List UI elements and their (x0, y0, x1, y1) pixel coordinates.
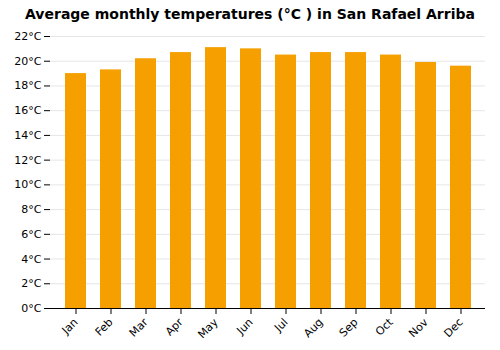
svg-text:10°C: 10°C (14, 178, 41, 191)
svg-text:2°C: 2°C (21, 277, 41, 290)
svg-text:14°C: 14°C (14, 129, 41, 142)
svg-text:Oct: Oct (373, 315, 396, 338)
svg-text:12°C: 12°C (14, 154, 41, 167)
svg-text:20°C: 20°C (14, 55, 41, 68)
html-text:Average monthly temperatures (: Average monthly temperatures (°C ) in Sa… (25, 6, 475, 22)
svg-text:Nov: Nov (406, 315, 431, 340)
svg-text:Mar: Mar (127, 315, 151, 339)
svg-text:Feb: Feb (93, 316, 116, 339)
svg-text:Aug: Aug (301, 316, 325, 340)
svg-text:May: May (195, 315, 221, 341)
svg-text:0°C: 0°C (21, 302, 41, 315)
svg-text:22°C: 22°C (14, 30, 41, 43)
svg-text:Jul: Jul (271, 316, 290, 335)
svg-text:Jun: Jun (234, 316, 256, 338)
svg-text:Dec: Dec (441, 316, 465, 340)
svg-text:Sep: Sep (337, 316, 361, 340)
svg-text:8°C: 8°C (21, 203, 41, 216)
svg-text:18°C: 18°C (14, 79, 41, 92)
svg-text:4°C: 4°C (21, 253, 41, 266)
svg-text:Apr: Apr (163, 315, 186, 338)
svg-text:16°C: 16°C (14, 104, 41, 117)
svg-text:6°C: 6°C (21, 228, 41, 241)
svg-text:Jan: Jan (59, 316, 81, 338)
